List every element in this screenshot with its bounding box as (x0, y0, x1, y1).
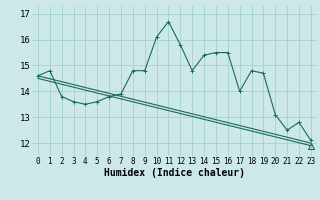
X-axis label: Humidex (Indice chaleur): Humidex (Indice chaleur) (104, 168, 245, 178)
